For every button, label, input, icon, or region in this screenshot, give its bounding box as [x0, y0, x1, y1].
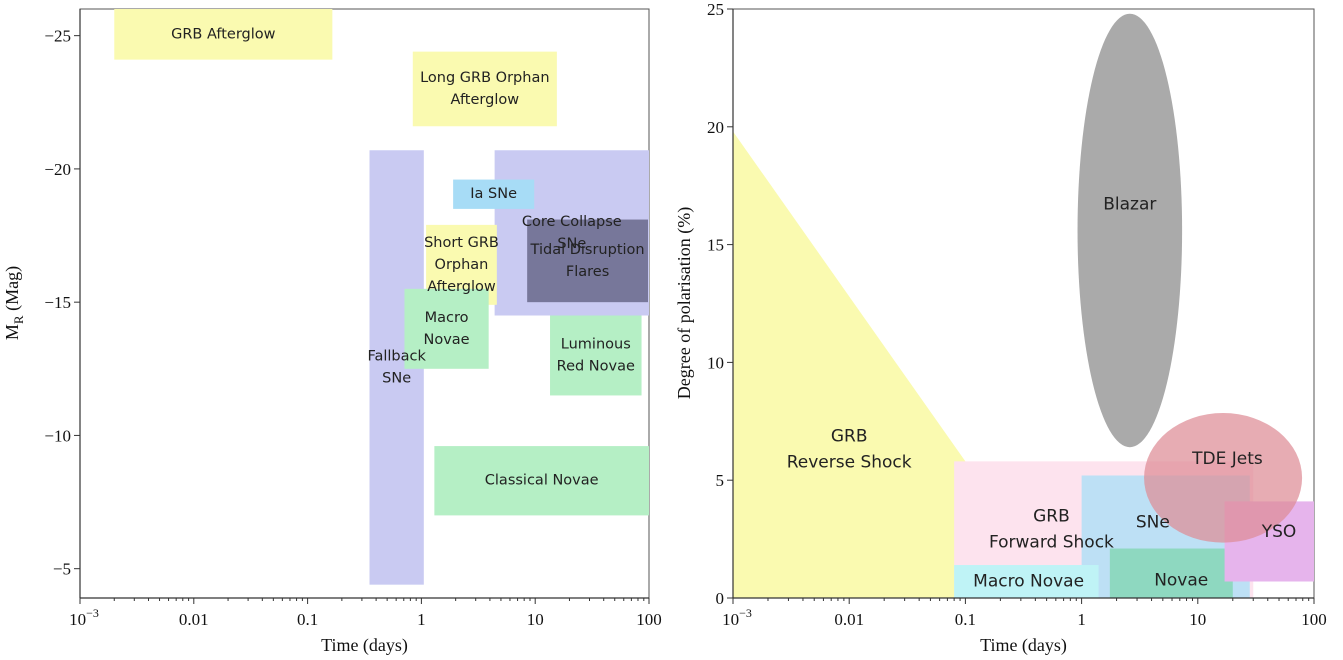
region-novae-label-0: Novae: [1154, 570, 1208, 590]
y-tick-label-2: 10: [707, 353, 724, 372]
region-core-collapse-sne-label-0: Core Collapse: [522, 214, 622, 230]
x-tick-label-0: 10−3: [69, 606, 99, 629]
region-grb-reverse-shock: [733, 131, 966, 598]
region-labels: GRB Reverse Shock GRB Forward Shock SNe Macro…: [787, 195, 1297, 592]
region-classical-novae: [434, 446, 649, 516]
region-sne-label-0: SNe: [1136, 513, 1170, 533]
x-tick-label-2: 0.1: [297, 610, 318, 629]
y-tick-label-0: 0: [716, 589, 725, 608]
y-tick-label-2: −15: [44, 293, 71, 312]
y-tick-label-3: −20: [44, 160, 71, 179]
region-labels: GRB Afterglow Long GRB Orphan Afterglow Cor…: [171, 26, 645, 488]
y-tick-label-0: −5: [53, 560, 71, 579]
y-axis-title: Degree of polarisation (%): [674, 207, 695, 399]
x-tick-label-5: 100: [1301, 610, 1327, 629]
region-tidal-disruption-flares-label-0: Tidal Disruption: [530, 242, 645, 258]
region-tidal-disruption-flares-label-1: Flares: [566, 264, 609, 280]
region-short-grb-orphan-afterglow-label-1: Orphan: [435, 257, 489, 273]
chart-panel-magnitude: GRB Afterglow Long GRB Orphan Afterglow Cor…: [2, 8, 662, 656]
region-long-grb-orphan-afterglow-label-1: Afterglow: [451, 92, 520, 108]
region-grb-forward-shock-label-1: Forward Shock: [989, 533, 1114, 553]
region-ia-sne-label-0: Ia SNe: [470, 186, 517, 202]
region-fallback-sne-label-0: Fallback: [367, 348, 426, 364]
y-tick-label-3: 15: [707, 236, 724, 255]
chart-panel-polarisation: GRB Reverse Shock GRB Forward Shock SNe Macro…: [674, 0, 1327, 656]
region-luminous-red-novae-label-1: Red Novae: [557, 358, 635, 374]
region-grb-afterglow-label-0: GRB Afterglow: [171, 26, 276, 42]
region-tidal-disruption-flares: [527, 219, 649, 303]
region-core-collapse-sne-label-1: SNe: [557, 236, 586, 252]
region-blazar: [1077, 13, 1183, 448]
x-tick-label-1: 0.01: [179, 610, 209, 629]
x-tick-label-3: 1: [417, 610, 426, 629]
region-luminous-red-novae-label-0: Luminous: [561, 336, 631, 352]
region-yso-label-0: YSO: [1261, 522, 1297, 542]
x-tick-label-4: 10: [527, 610, 544, 629]
region-blazar-label-0: Blazar: [1103, 195, 1156, 215]
region-macro-novae-polarisation: [954, 565, 1099, 598]
region-grb-forward-shock-label-0: GRB: [1033, 507, 1070, 527]
y-axis-title: MR (Mag): [2, 266, 26, 340]
region-macro-novae-label-1: Novae: [424, 332, 470, 348]
region-short-grb-orphan-afterglow-label-0: Short GRB: [424, 235, 499, 251]
region-fallback-sne-label-1: SNe: [382, 370, 411, 386]
region-tde-jets: [1144, 413, 1303, 543]
x-tick-label-0: 10−3: [722, 606, 752, 629]
y-tick-label-1: −10: [44, 426, 71, 445]
y-tick-label-1: 5: [716, 471, 725, 490]
region-classical-novae-label-0: Classical Novae: [485, 473, 599, 489]
region-tde-jets-label-0: TDE Jets: [1191, 449, 1263, 469]
region-grb-reverse-shock-label-0: GRB: [831, 427, 868, 447]
region-macro-novae: [404, 288, 489, 369]
x-tick-label-3: 1: [1077, 610, 1086, 629]
x-tick-label-4: 10: [1189, 610, 1206, 629]
region-short-grb-orphan-afterglow-label-2: Afterglow: [427, 279, 496, 295]
region-grb-afterglow: [114, 9, 333, 60]
y-tick-label-4: 20: [707, 118, 724, 137]
region-long-grb-orphan-afterglow: [412, 51, 557, 127]
region-grb-reverse-shock-label-1: Reverse Shock: [787, 453, 912, 473]
x-tick-label-1: 0.01: [834, 610, 864, 629]
region-ia-sne: [453, 179, 535, 209]
x-axis-title: Time (days): [321, 635, 408, 656]
x-tick-label-5: 100: [636, 610, 662, 629]
region-macro-novae-label-0: Macro: [425, 310, 469, 326]
x-tick-label-2: 0.1: [955, 610, 976, 629]
region-long-grb-orphan-afterglow-label-0: Long GRB Orphan: [420, 70, 549, 86]
x-axis-title: Time (days): [980, 635, 1067, 656]
region-novae: [1109, 548, 1233, 598]
y-tick-label-4: −25: [44, 27, 71, 46]
region-luminous-red-novae: [550, 315, 642, 396]
region-macro-novae-polarisation-label-0: Macro Novae: [973, 572, 1084, 592]
y-tick-label-5: 25: [707, 0, 724, 19]
regions: [114, 9, 649, 585]
regions: [733, 13, 1314, 598]
